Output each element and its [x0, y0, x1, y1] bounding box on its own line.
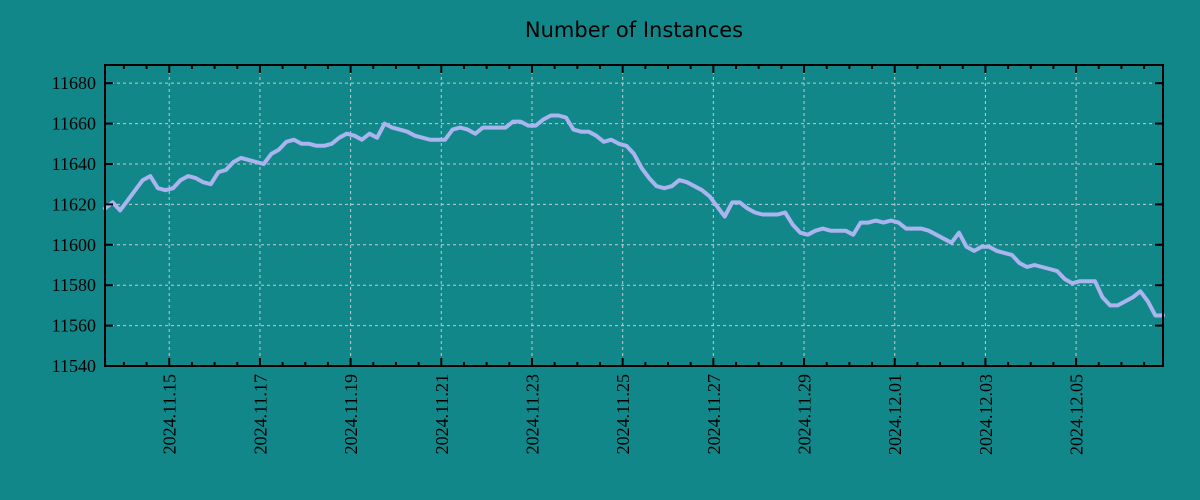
y-tick-label: 11560	[52, 316, 96, 336]
x-tick-label: 2024.12.05	[1067, 374, 1087, 455]
data-series-line	[103, 113, 1165, 318]
tick-labels: 11540 11560 11580 11600 11620 11640 11660 11680…	[52, 73, 1087, 455]
plot-border	[104, 64, 1164, 367]
x-tick-label: 2024.11.17	[250, 374, 270, 454]
y-tick-label: 11660	[52, 114, 96, 134]
x-tick-label: 2024.11.23	[522, 374, 542, 454]
y-tick-label: 11620	[52, 194, 96, 214]
instances-line	[103, 113, 1165, 318]
grid-lines	[105, 65, 1163, 366]
x-tick-label: 2024.11.15	[160, 374, 180, 454]
y-tick-label: 11680	[52, 73, 96, 93]
chart-title: Number of Instances	[525, 18, 743, 42]
y-tick-label: 11580	[52, 275, 96, 295]
y-tick-label: 11540	[52, 356, 96, 376]
x-tick-label: 2024.11.21	[432, 374, 452, 454]
x-tick-label: 2024.12.03	[976, 374, 996, 455]
plot-border-and-ticks	[104, 64, 1164, 367]
x-tick-label: 2024.11.29	[795, 374, 815, 454]
x-tick-label: 2024.12.01	[885, 374, 905, 455]
x-tick-label: 2024.11.27	[704, 374, 724, 454]
x-tick-label: 2024.11.19	[341, 374, 361, 454]
y-tick-label: 11640	[52, 154, 96, 174]
x-tick-label: 2024.11.25	[613, 374, 633, 454]
y-tick-label: 11600	[52, 235, 96, 255]
